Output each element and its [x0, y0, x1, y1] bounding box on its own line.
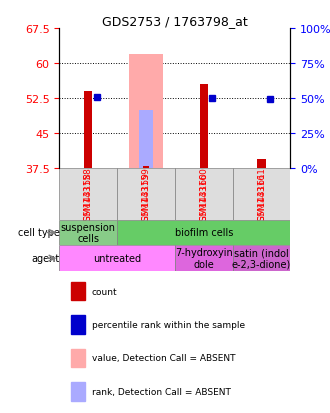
FancyBboxPatch shape	[233, 169, 290, 220]
FancyBboxPatch shape	[59, 246, 175, 271]
Text: GSM143160: GSM143160	[199, 171, 208, 226]
Text: agent: agent	[31, 254, 59, 263]
Text: untreated: untreated	[93, 254, 141, 263]
Text: GSM143158: GSM143158	[84, 167, 93, 222]
Bar	[71, 349, 85, 368]
Text: GSM143158: GSM143158	[84, 171, 93, 226]
Bar	[143, 167, 149, 169]
FancyBboxPatch shape	[233, 246, 290, 271]
FancyBboxPatch shape	[175, 246, 233, 271]
Bar	[71, 382, 85, 401]
FancyBboxPatch shape	[59, 220, 117, 246]
Text: cell type: cell type	[17, 228, 59, 238]
FancyBboxPatch shape	[117, 169, 175, 220]
FancyBboxPatch shape	[117, 220, 290, 246]
Text: percentile rank within the sample: percentile rank within the sample	[92, 320, 245, 329]
Bar	[71, 316, 85, 334]
Text: GSM143161: GSM143161	[257, 171, 266, 226]
Text: GSM143159: GSM143159	[142, 171, 150, 226]
Text: biofilm cells: biofilm cells	[175, 228, 233, 238]
Bar	[139, 111, 153, 169]
Bar	[200, 85, 208, 169]
Text: count: count	[92, 287, 117, 296]
Text: GSM143160: GSM143160	[199, 167, 208, 222]
FancyBboxPatch shape	[59, 169, 117, 220]
Bar	[84, 92, 92, 169]
Bar	[71, 282, 85, 301]
Text: 7-hydroxyin
dole: 7-hydroxyin dole	[175, 248, 233, 269]
Text: GSM143161: GSM143161	[257, 167, 266, 222]
Bar	[129, 55, 163, 169]
Title: GDS2753 / 1763798_at: GDS2753 / 1763798_at	[102, 15, 248, 28]
Bar	[257, 159, 266, 169]
Text: rank, Detection Call = ABSENT: rank, Detection Call = ABSENT	[92, 387, 231, 396]
Text: GSM143159: GSM143159	[142, 167, 150, 222]
Text: suspension
cells: suspension cells	[61, 222, 116, 244]
FancyBboxPatch shape	[175, 169, 233, 220]
Text: value, Detection Call = ABSENT: value, Detection Call = ABSENT	[92, 354, 235, 363]
Text: satin (indol
e-2,3-dione): satin (indol e-2,3-dione)	[232, 248, 291, 269]
